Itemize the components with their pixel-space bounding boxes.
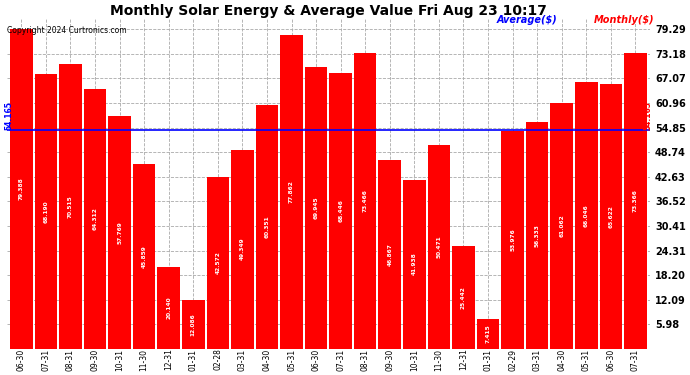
Bar bbox=[624, 53, 647, 349]
Bar bbox=[305, 67, 327, 349]
Text: 57.769: 57.769 bbox=[117, 221, 122, 244]
Text: 65.622: 65.622 bbox=[609, 205, 613, 228]
Text: Average($): Average($) bbox=[497, 15, 558, 25]
Text: 41.938: 41.938 bbox=[412, 253, 417, 276]
Text: 25.442: 25.442 bbox=[461, 286, 466, 309]
Bar bbox=[231, 150, 254, 349]
Bar bbox=[354, 53, 377, 349]
Text: 54.165: 54.165 bbox=[5, 102, 14, 130]
Text: 45.859: 45.859 bbox=[141, 245, 147, 268]
Text: 61.062: 61.062 bbox=[559, 214, 564, 237]
Bar bbox=[256, 105, 278, 349]
Bar bbox=[428, 145, 450, 349]
Text: 54.165: 54.165 bbox=[643, 102, 652, 130]
Text: 64.312: 64.312 bbox=[92, 208, 97, 231]
Bar bbox=[34, 74, 57, 349]
Bar bbox=[378, 160, 401, 349]
Bar bbox=[10, 29, 32, 349]
Bar bbox=[83, 90, 106, 349]
Bar bbox=[551, 102, 573, 349]
Text: 69.945: 69.945 bbox=[313, 196, 319, 219]
Title: Monthly Solar Energy & Average Value Fri Aug 23 10:17: Monthly Solar Energy & Average Value Fri… bbox=[110, 4, 546, 18]
Bar bbox=[452, 246, 475, 349]
Bar bbox=[329, 73, 352, 349]
Bar bbox=[280, 35, 303, 349]
Text: 73.366: 73.366 bbox=[633, 189, 638, 212]
Text: 12.086: 12.086 bbox=[190, 313, 196, 336]
Text: 79.388: 79.388 bbox=[19, 177, 24, 200]
Text: 60.351: 60.351 bbox=[264, 216, 270, 238]
Bar bbox=[59, 64, 82, 349]
Text: 7.415: 7.415 bbox=[486, 324, 491, 343]
Text: 50.471: 50.471 bbox=[436, 236, 442, 258]
Text: 56.333: 56.333 bbox=[535, 224, 540, 246]
Text: Monthly($): Monthly($) bbox=[593, 15, 654, 25]
Bar bbox=[157, 267, 180, 349]
Text: 49.349: 49.349 bbox=[240, 238, 245, 261]
Text: 77.862: 77.862 bbox=[289, 180, 294, 203]
Text: Copyright 2024 Curtronics.com: Copyright 2024 Curtronics.com bbox=[7, 26, 126, 35]
Bar bbox=[526, 122, 549, 349]
Text: 42.572: 42.572 bbox=[215, 251, 220, 274]
Bar bbox=[403, 180, 426, 349]
Text: 70.515: 70.515 bbox=[68, 195, 73, 218]
Text: 68.190: 68.190 bbox=[43, 200, 48, 222]
Text: 20.140: 20.140 bbox=[166, 297, 171, 320]
Bar bbox=[133, 164, 155, 349]
Text: 73.466: 73.466 bbox=[363, 189, 368, 212]
Text: 46.867: 46.867 bbox=[387, 243, 392, 266]
Bar bbox=[206, 177, 229, 349]
Bar bbox=[501, 131, 524, 349]
Text: 68.446: 68.446 bbox=[338, 199, 343, 222]
Bar bbox=[182, 300, 204, 349]
Text: 66.046: 66.046 bbox=[584, 204, 589, 227]
Bar bbox=[108, 116, 131, 349]
Text: 53.976: 53.976 bbox=[510, 228, 515, 251]
Bar bbox=[600, 84, 622, 349]
Bar bbox=[477, 319, 500, 349]
Bar bbox=[575, 82, 598, 349]
